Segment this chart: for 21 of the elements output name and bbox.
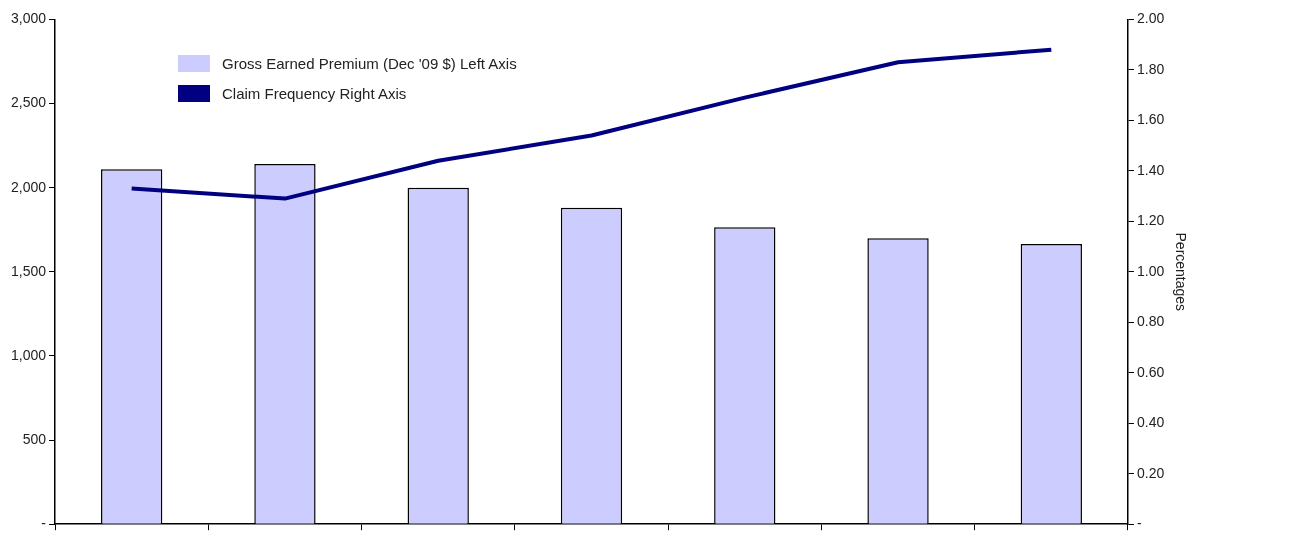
y2-tick-label: 1.40 xyxy=(1136,161,1165,178)
y2-tick-label: 1.00 xyxy=(1136,262,1165,279)
y2-tick-label: 0.20 xyxy=(1136,464,1165,481)
y2-tick-label: 2.00 xyxy=(1136,10,1165,27)
y-tick-label: 2,000 xyxy=(10,178,47,195)
y2-axis-title: Percentages xyxy=(1172,232,1189,312)
y2-tick-label: 0.60 xyxy=(1136,363,1165,380)
y2-tick-label: 1.60 xyxy=(1136,111,1165,128)
y2-tick-label: 1.20 xyxy=(1136,212,1165,229)
legend-label: Gross Earned Premium (Dec '09 $) Left Axis xyxy=(222,54,517,72)
y-tick-label: 1,000 xyxy=(10,346,47,363)
y-tick-label: - xyxy=(41,515,47,532)
legend-label: Claim Frequency Right Axis xyxy=(222,84,407,102)
y2-tick-label: 0.80 xyxy=(1136,313,1165,330)
y2-tick-label: 1.80 xyxy=(1136,60,1165,77)
y-tick-label: 3,000 xyxy=(10,10,47,27)
y-tick-label: 1,500 xyxy=(10,262,47,279)
y2-tick-label: - xyxy=(1136,515,1142,532)
y2-tick-label: 0.40 xyxy=(1136,414,1165,431)
y-tick-label: 2,500 xyxy=(10,94,47,111)
y-tick-label: 500 xyxy=(22,430,47,447)
